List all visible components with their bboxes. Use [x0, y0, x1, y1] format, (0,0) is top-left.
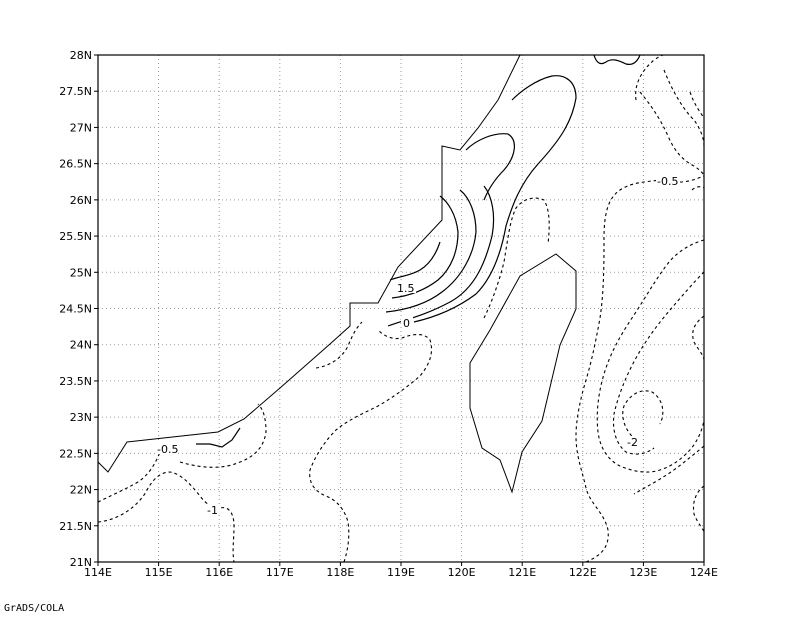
- contour-line: [483, 197, 550, 319]
- contour-line: [692, 315, 705, 361]
- contour-label: -1: [207, 504, 218, 517]
- y-tick-label: 25N: [70, 266, 92, 279]
- x-tick-label: 118E: [326, 566, 354, 579]
- contour-line: [97, 451, 161, 503]
- gridlines: [98, 55, 704, 562]
- credit-text: GrADS/COLA: [4, 603, 65, 614]
- contour-line: [309, 329, 433, 563]
- contour-line: [315, 321, 363, 369]
- coastline-taiwan: [469, 253, 577, 494]
- y-tick-label: 27N: [70, 121, 92, 134]
- contour-line: [196, 427, 241, 448]
- y-tick-label: 23.5N: [59, 375, 92, 388]
- contour-line: [596, 239, 705, 473]
- contour-line: [691, 186, 705, 191]
- contour-line: [663, 69, 705, 147]
- contour-line: [679, 175, 705, 183]
- contour-labels: -0.5 -1 1.5 0 -0.5 -2: [156, 175, 680, 517]
- x-tick-label: 115E: [145, 566, 173, 579]
- y-tick-label: 27.5N: [59, 85, 92, 98]
- y-tick-label: 24.5N: [59, 303, 92, 316]
- x-tick-label: 116E: [205, 566, 233, 579]
- y-tick-label: 26N: [70, 194, 92, 207]
- contour-line: [97, 471, 235, 563]
- contour-label: 0: [403, 317, 410, 330]
- contour-line: [689, 91, 705, 119]
- contour-line: [413, 75, 577, 323]
- contour-label: -0.5: [157, 443, 178, 456]
- y-tick-label: 21.5N: [59, 520, 92, 533]
- y-tick-label: 24N: [70, 339, 92, 352]
- contour-label: -2: [627, 436, 638, 449]
- y-tick-label: 23N: [70, 411, 92, 424]
- contour-label: 1.5: [397, 282, 415, 295]
- x-tick-label: 122E: [569, 566, 597, 579]
- contour-line: [389, 241, 441, 281]
- contour-label: -0.5: [657, 175, 678, 188]
- y-tick-label: 21N: [70, 556, 92, 569]
- x-tick-label: 117E: [266, 566, 294, 579]
- x-tick-label: 124E: [690, 566, 718, 579]
- x-tick-label: 123E: [629, 566, 657, 579]
- x-tick-label: 114E: [84, 566, 112, 579]
- x-axis: 114E 115E 116E 117E 118E 119E 120E 121E 122E 123E…: [84, 562, 718, 579]
- contour-line: [387, 185, 495, 327]
- contour-line: [612, 271, 705, 455]
- y-axis: 21N 21.5N 22N 22.5N 23N 23.5N 24N 24.5N 25N 25.5N…: [59, 49, 98, 569]
- contour-line: [179, 403, 267, 468]
- contour-line: [385, 189, 477, 313]
- x-tick-label: 120E: [448, 566, 476, 579]
- contour-line: [391, 195, 459, 299]
- contour-line: [639, 91, 705, 177]
- contour-line: [692, 485, 705, 533]
- contour-line: [575, 179, 661, 563]
- y-tick-label: 26.5N: [59, 158, 92, 171]
- contour-line: [633, 445, 705, 495]
- dashed-contours: [97, 54, 705, 563]
- x-tick-label: 119E: [387, 566, 415, 579]
- solid-contours: [167, 54, 641, 451]
- contour-line: [465, 133, 515, 201]
- y-tick-label: 22N: [70, 484, 92, 497]
- contour-line: [635, 54, 665, 101]
- coastline-mainland: [97, 54, 521, 473]
- contour-line: [622, 390, 664, 441]
- y-tick-label: 28N: [70, 49, 92, 62]
- contour-line: [593, 54, 641, 65]
- x-tick-label: 121E: [508, 566, 536, 579]
- y-tick-label: 25.5N: [59, 230, 92, 243]
- y-tick-label: 22.5N: [59, 447, 92, 460]
